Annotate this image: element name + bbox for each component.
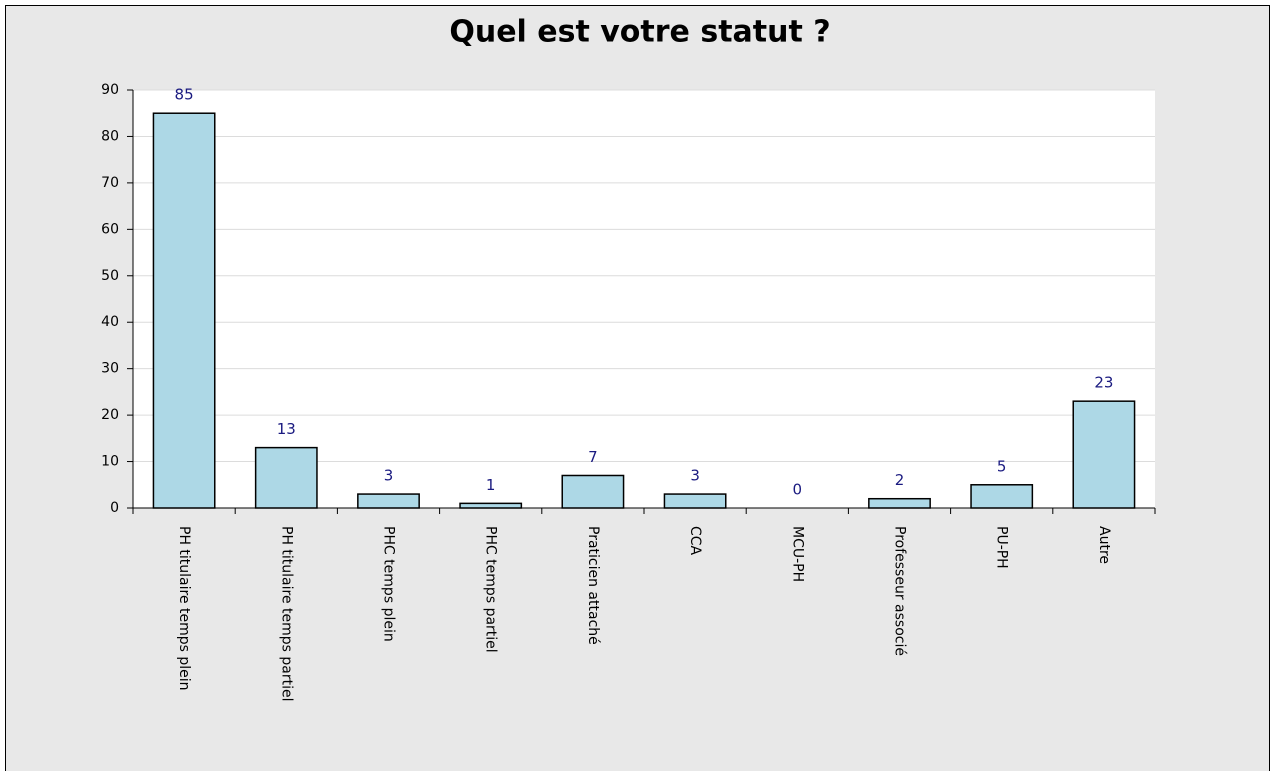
x-tick-label: Praticien attaché: [585, 526, 601, 645]
value-label: 3: [690, 467, 700, 485]
y-tick-label: 30: [101, 361, 119, 377]
y-tick-label: 20: [101, 407, 119, 423]
bar: [254, 446, 318, 509]
bar: [868, 497, 931, 509]
value-label: 3: [384, 467, 394, 485]
value-label: 23: [1094, 374, 1113, 392]
x-tick-label: PH titulaire temps partiel: [278, 526, 294, 702]
x-tick-label: PU-PH: [994, 526, 1010, 569]
y-tick-label: 50: [101, 268, 119, 284]
bar: [459, 502, 523, 509]
y-tick-label: 40: [101, 314, 119, 330]
x-tick-label: Professeur associé: [892, 526, 908, 656]
x-tick-label: PHC temps partiel: [483, 526, 499, 653]
y-tick-label: 90: [101, 82, 119, 98]
y-tick-label: 70: [101, 175, 119, 191]
bar: [1072, 400, 1136, 509]
value-label: 2: [895, 471, 905, 489]
y-tick-label: 10: [101, 454, 119, 470]
x-tick-label: CCA: [687, 526, 703, 556]
bar: [663, 493, 727, 509]
bar: [970, 484, 1034, 509]
bar: [561, 474, 625, 509]
y-tick-label: 80: [101, 128, 119, 144]
y-tick-label: 0: [110, 500, 119, 516]
y-tick-label: 60: [101, 221, 119, 237]
plot-area: [133, 90, 1155, 508]
value-label: 7: [588, 448, 598, 466]
value-label: 13: [277, 420, 296, 438]
x-tick-label: PHC temps plein: [381, 526, 397, 642]
x-tick-label: Autre: [1096, 526, 1112, 564]
value-label: 85: [175, 86, 194, 104]
bar: [152, 112, 216, 509]
value-label: 5: [997, 457, 1007, 475]
chart-title: Quel est votre statut ?: [449, 15, 830, 50]
x-tick-label: MCU-PH: [789, 526, 805, 582]
bar: [357, 493, 420, 509]
value-label: 1: [486, 476, 496, 494]
x-tick-label: PH titulaire temps plein: [176, 526, 192, 691]
value-label: 0: [793, 481, 803, 499]
